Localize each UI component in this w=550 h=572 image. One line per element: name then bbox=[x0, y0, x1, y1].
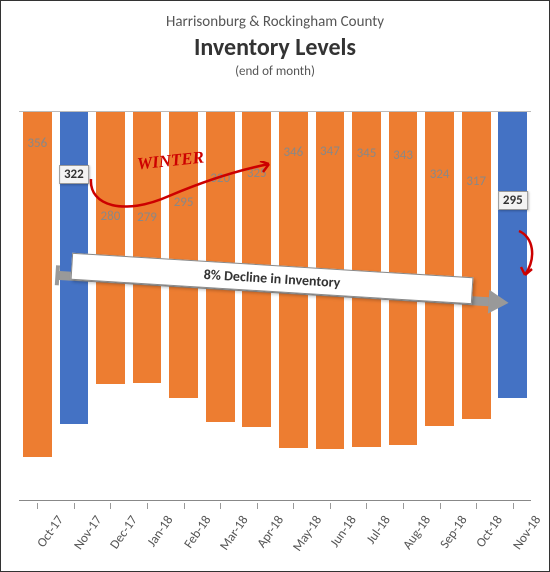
x-axis: Oct-17Nov-17Dec-17Jan-18Feb-18Mar-18Apr-… bbox=[19, 503, 531, 563]
bar-value-label: 317 bbox=[466, 174, 486, 189]
bar-slot: 343 bbox=[387, 112, 420, 500]
bar-slot: 347 bbox=[314, 112, 347, 500]
bar-value-label: 279 bbox=[137, 210, 157, 225]
bar-slot: 345 bbox=[350, 112, 383, 500]
bar bbox=[96, 112, 125, 384]
chart-title: Inventory Levels bbox=[1, 33, 549, 62]
bar bbox=[425, 112, 454, 426]
x-axis-tick: Jul-18 bbox=[350, 503, 383, 563]
bar-slot: 322 bbox=[58, 112, 91, 500]
x-axis-tick: Jun-18 bbox=[314, 503, 347, 563]
bar-slot: 346 bbox=[277, 112, 310, 500]
bar-value-label: 295 bbox=[498, 191, 528, 210]
bar-value-label: 325 bbox=[247, 166, 267, 181]
bar-value-label: 320 bbox=[210, 171, 230, 186]
bar-slot: 317 bbox=[460, 112, 493, 500]
bar-value-label: 324 bbox=[430, 167, 450, 182]
bar-value-label: 322 bbox=[59, 165, 89, 184]
x-axis-tick: Jan-18 bbox=[131, 503, 164, 563]
bar-value-label: 346 bbox=[283, 145, 303, 160]
bar-slot: 325 bbox=[240, 112, 273, 500]
inventory-chart: Harrisonburg & Rockingham County Invento… bbox=[0, 0, 550, 572]
x-axis-tick: Nov-18 bbox=[497, 503, 530, 563]
x-axis-tick: Apr-18 bbox=[240, 503, 273, 563]
x-axis-tick: Oct-17 bbox=[21, 503, 54, 563]
x-axis-tick: May-18 bbox=[277, 503, 310, 563]
bar-value-label: 280 bbox=[101, 209, 121, 224]
bar-slot: 320 bbox=[204, 112, 237, 500]
bar-value-label: 347 bbox=[320, 144, 340, 159]
x-axis-tick: Nov-17 bbox=[58, 503, 91, 563]
x-axis-tick: Sep-18 bbox=[423, 503, 456, 563]
x-axis-tick: Dec-17 bbox=[94, 503, 127, 563]
bar bbox=[498, 112, 527, 398]
bar-value-label: 343 bbox=[393, 148, 413, 163]
bar-value-label: 295 bbox=[174, 195, 194, 210]
bar bbox=[462, 112, 491, 419]
bar-slot: 295 bbox=[497, 112, 530, 500]
chart-titles: Harrisonburg & Rockingham County Invento… bbox=[1, 1, 549, 79]
chart-supertitle: Harrisonburg & Rockingham County bbox=[1, 13, 549, 31]
bar-slot: 324 bbox=[423, 112, 456, 500]
plot-area: 356 322 280 279 295 320 325 346 347 345 343 324 317 2… bbox=[19, 111, 531, 501]
bar-slot: 356 bbox=[21, 112, 54, 500]
bar-value-label: 345 bbox=[357, 146, 377, 161]
x-axis-tick: Feb-18 bbox=[167, 503, 200, 563]
x-axis-label: Nov-18 bbox=[510, 513, 544, 553]
bar-slot: 280 bbox=[94, 112, 127, 500]
chart-subtitle: (end of month) bbox=[1, 64, 549, 79]
bar bbox=[23, 112, 52, 457]
x-axis-tick: Oct-18 bbox=[460, 503, 493, 563]
x-axis-tick: Mar-18 bbox=[204, 503, 237, 563]
x-axis-tick: Aug-18 bbox=[387, 503, 420, 563]
bar-value-label: 356 bbox=[27, 136, 47, 151]
